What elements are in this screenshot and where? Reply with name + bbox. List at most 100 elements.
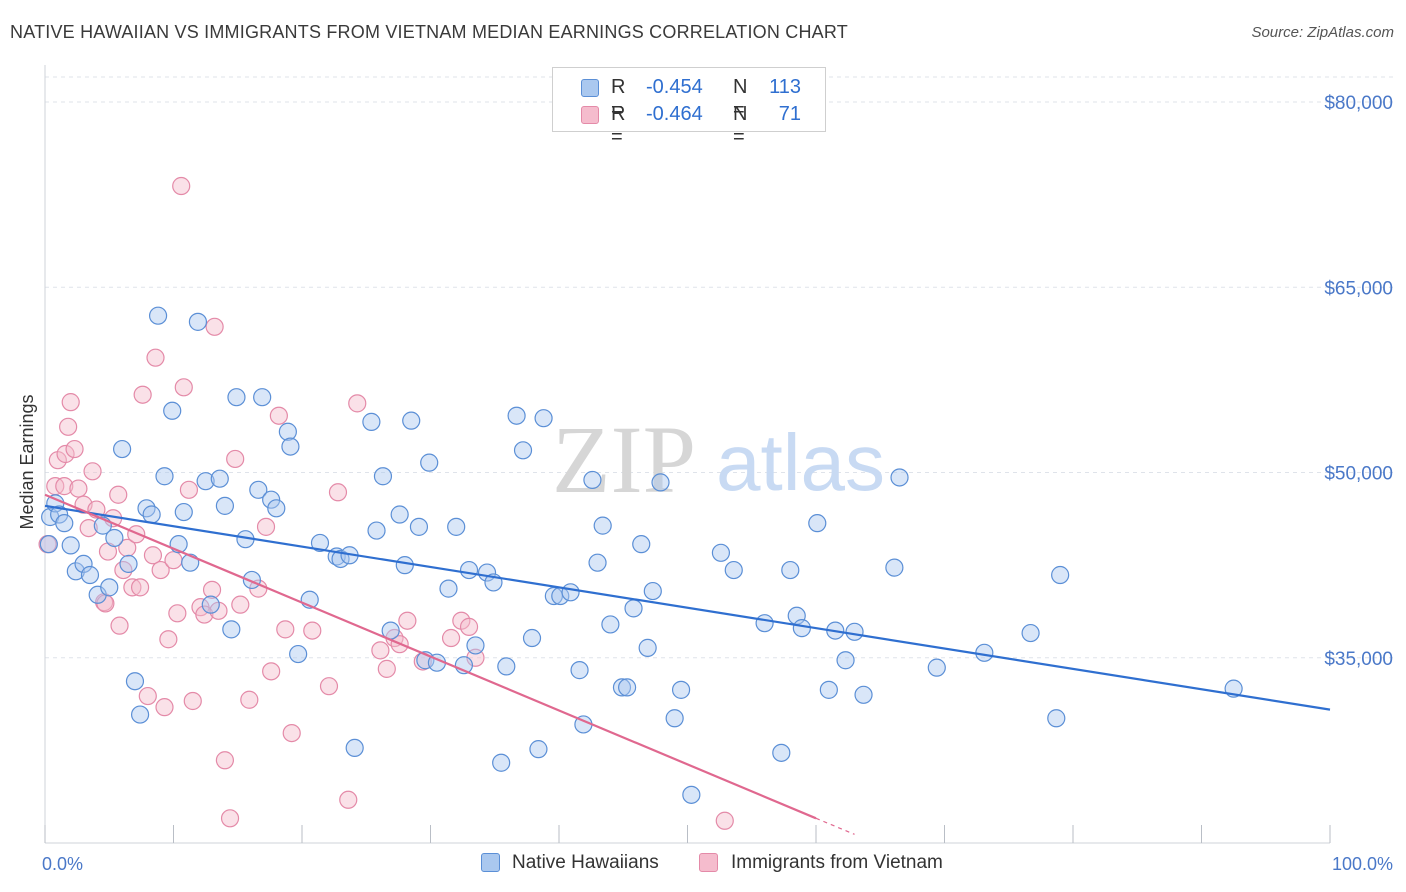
y-tick-label: $65,000 xyxy=(1324,278,1393,299)
data-point-native-hawaiian xyxy=(80,565,100,585)
data-point-vietnam xyxy=(110,616,129,635)
data-point-native-hawaiian xyxy=(50,505,69,524)
data-point-native-hawaiian xyxy=(66,562,85,581)
data-point-native-hawaiian xyxy=(601,615,620,634)
data-point-native-hawaiian xyxy=(281,437,300,456)
data-point-vietnam xyxy=(231,595,250,614)
legend-r-label: R = xyxy=(611,76,626,121)
data-point-native-hawaiian xyxy=(310,533,330,553)
data-point-vietnam xyxy=(240,690,259,709)
data-point-native-hawaiian xyxy=(278,422,297,441)
data-point-native-hawaiian xyxy=(651,473,670,492)
data-point-native-hawaiian xyxy=(174,502,193,522)
data-point-native-hawaiian xyxy=(119,554,138,574)
data-point-vietnam xyxy=(269,406,288,425)
data-point-native-hawaiian xyxy=(196,472,215,491)
data-point-native-hawaiian xyxy=(55,514,74,533)
data-point-native-hawaiian xyxy=(781,560,800,580)
y-tick-label: $50,000 xyxy=(1324,464,1393,485)
data-point-native-hawaiian xyxy=(222,620,241,639)
data-point-native-hawaiian xyxy=(570,661,589,680)
data-point-vietnam xyxy=(79,518,98,538)
data-point-vietnam xyxy=(172,176,191,196)
data-point-vietnam xyxy=(65,439,84,459)
watermark-atlas: atlas xyxy=(716,418,885,507)
data-point-native-hawaiian xyxy=(583,470,602,490)
data-point-native-hawaiian xyxy=(459,560,479,580)
data-point-vietnam xyxy=(61,393,80,412)
data-point-native-hawaiian xyxy=(215,496,234,515)
data-point-native-hawaiian xyxy=(61,536,80,555)
data-point-native-hawaiian xyxy=(671,680,691,699)
y-tick-label: $80,000 xyxy=(1324,93,1393,114)
data-point-vietnam xyxy=(69,479,88,498)
data-point-native-hawaiian xyxy=(74,554,93,574)
data-point-native-hawaiian xyxy=(331,549,350,569)
data-point-native-hawaiian xyxy=(507,406,526,425)
source-label: Source: ZipAtlas.com xyxy=(1251,24,1394,41)
legend-label-native-hawaiians: Native Hawaiians xyxy=(512,852,659,873)
data-point-native-hawaiian xyxy=(402,411,421,430)
data-point-native-hawaiian xyxy=(772,743,791,762)
series-native-hawaiian-points xyxy=(39,306,1243,804)
data-point-native-hawaiian xyxy=(262,490,281,509)
data-point-native-hawaiian xyxy=(624,599,643,618)
data-point-vietnam xyxy=(215,751,234,770)
legend-label-vietnam: Immigrants from Vietnam xyxy=(731,852,943,873)
legend-n-label: N = xyxy=(733,103,748,148)
data-point-native-hawaiian xyxy=(682,785,701,804)
data-point-vietnam xyxy=(371,641,390,660)
data-point-native-hawaiian xyxy=(289,644,308,664)
data-point-native-hawaiian xyxy=(711,543,731,562)
data-point-vietnam xyxy=(441,628,461,648)
data-point-native-hawaiian xyxy=(808,514,827,533)
data-point-vietnam xyxy=(303,621,322,640)
data-point-native-hawaiian xyxy=(39,535,58,554)
legend-n-value: 113 xyxy=(769,76,801,98)
data-point-vietnam xyxy=(348,394,367,413)
legend-swatch-blue xyxy=(581,79,599,97)
data-point-native-hawaiian xyxy=(890,468,909,487)
data-point-native-hawaiian xyxy=(112,439,132,459)
data-point-native-hawaiian xyxy=(632,535,651,554)
data-point-native-hawaiian xyxy=(497,657,516,676)
data-point-native-hawaiian xyxy=(588,553,607,572)
data-point-vietnam xyxy=(130,578,150,597)
data-point-vietnam xyxy=(59,417,78,436)
legend-n-value: 71 xyxy=(778,103,801,125)
legend-r-value: -0.454 xyxy=(646,76,703,98)
data-point-vietnam xyxy=(83,462,102,481)
data-point-native-hawaiian xyxy=(253,388,272,407)
legend-r-label: R = xyxy=(611,103,626,148)
data-point-native-hawaiian xyxy=(665,709,684,728)
data-point-native-hawaiian xyxy=(561,583,580,602)
data-point-native-hawaiian xyxy=(534,409,553,428)
data-point-native-hawaiian xyxy=(529,740,548,759)
data-point-native-hawaiian xyxy=(593,516,612,535)
watermark-zip: ZIP xyxy=(552,406,696,513)
data-point-native-hawaiian xyxy=(643,581,662,601)
data-point-native-hawaiian xyxy=(420,453,439,472)
data-point-vietnam xyxy=(256,517,276,536)
gridlines xyxy=(45,76,1395,659)
x-tick-label-max: 100.0% xyxy=(1332,854,1393,874)
data-point-native-hawaiian xyxy=(513,441,533,460)
data-point-native-hawaiian xyxy=(373,467,393,486)
trend-line-vietnam xyxy=(44,493,817,820)
data-point-vietnam xyxy=(138,686,157,706)
data-point-vietnam xyxy=(226,449,245,469)
data-point-native-hawaiian xyxy=(466,636,485,655)
series-legend: Native Hawaiians Immigrants from Vietnam xyxy=(0,850,1406,880)
data-point-native-hawaiian xyxy=(836,651,855,670)
y-axis-tick-labels: $35,000 $50,000 $65,000 $80,000 xyxy=(1324,93,1393,670)
data-point-native-hawaiian xyxy=(142,505,161,524)
data-point-vietnam xyxy=(133,385,152,404)
data-point-vietnam xyxy=(328,483,348,502)
watermark: ZIP atlas xyxy=(552,406,885,513)
data-point-vietnam xyxy=(339,790,358,809)
data-point-native-hawaiian xyxy=(638,638,657,657)
data-point-native-hawaiian xyxy=(792,619,811,638)
data-point-native-hawaiian xyxy=(249,480,268,499)
data-point-vietnam xyxy=(174,378,193,397)
data-point-vietnam xyxy=(118,538,137,557)
